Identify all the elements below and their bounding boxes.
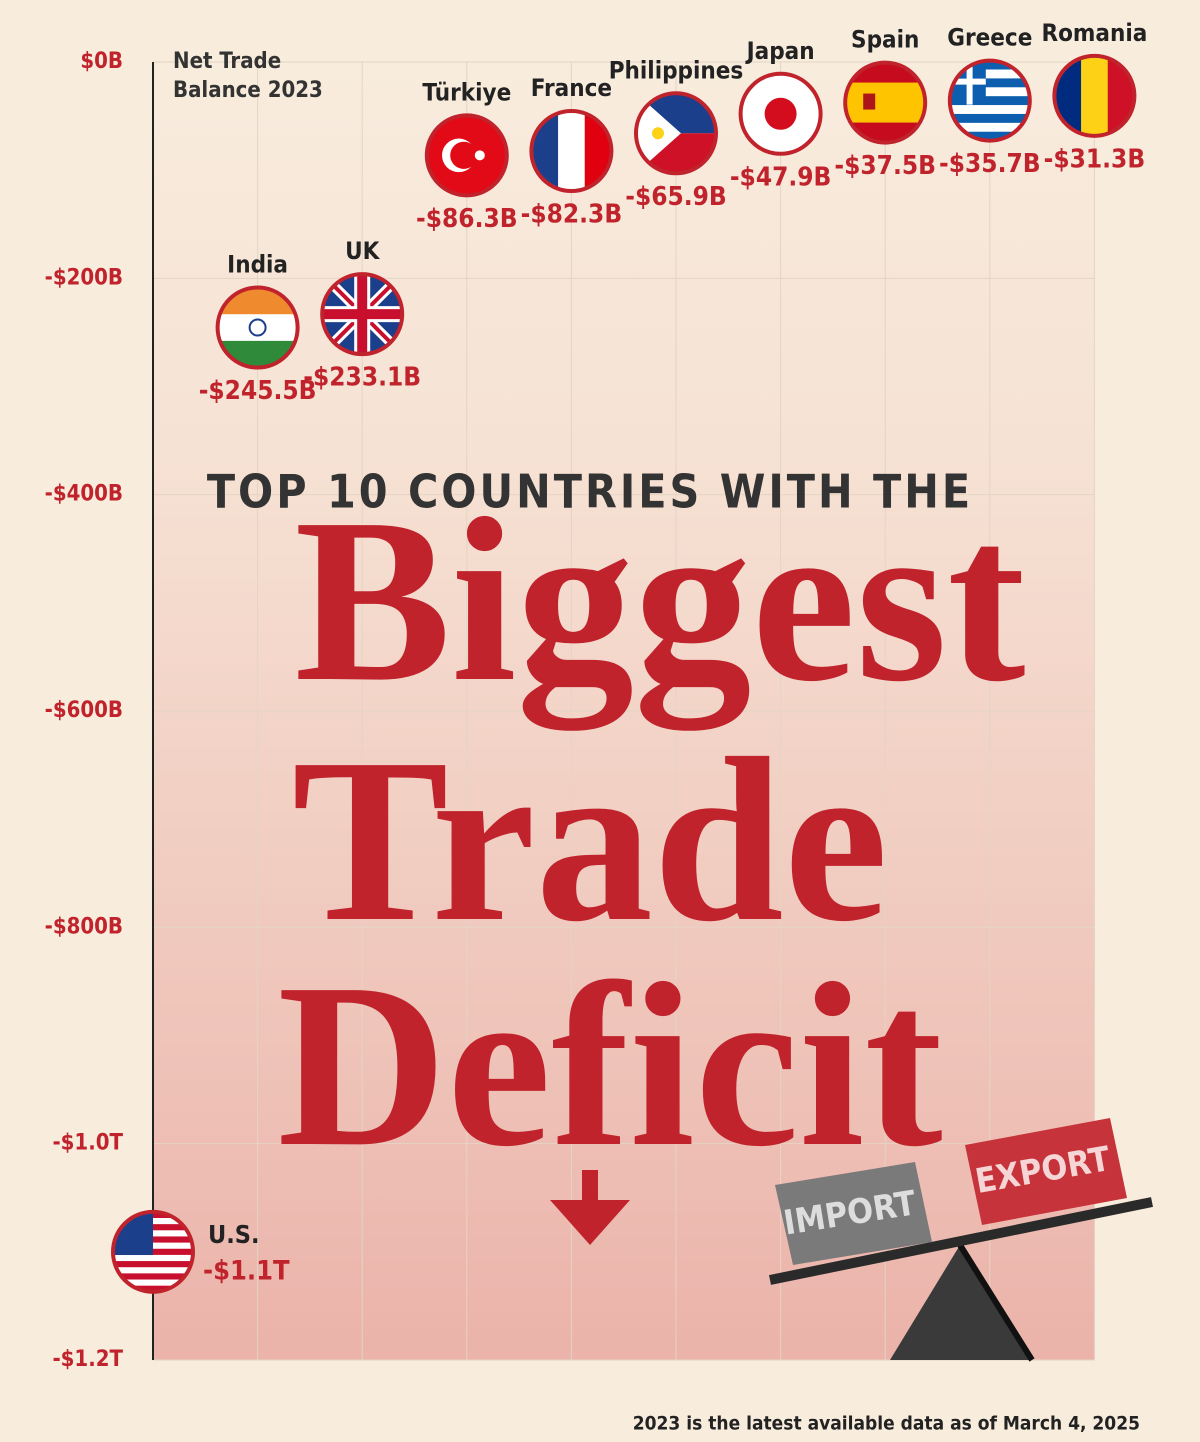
flag-stripe: [949, 113, 1030, 124]
flag: [426, 115, 507, 196]
dot: [215, 285, 300, 370]
flag: [740, 73, 821, 154]
beam: [768, 1197, 1154, 1285]
y-tick-label: -$200B: [45, 265, 123, 290]
dot: [843, 60, 928, 145]
export-box: [965, 1118, 1127, 1225]
flag-star: [474, 150, 485, 161]
flag-stripe: [949, 87, 1030, 97]
category-label: Spain: [851, 26, 919, 54]
flag-stripe: [113, 1261, 193, 1268]
y-tick-label: $0B: [80, 49, 123, 74]
value-label: -$245.5B: [199, 376, 317, 406]
flag-cross: [966, 60, 973, 105]
flag-stripe: [949, 60, 1030, 71]
scale-illustration: IMPORT EXPORT: [768, 1118, 1154, 1362]
title: Trade: [292, 710, 888, 970]
y-tick-label: -$800B: [45, 914, 123, 939]
value-label: -$1.1T: [203, 1255, 290, 1286]
flag-emblem: [863, 93, 876, 110]
dot: [529, 109, 614, 194]
flag-emblem: [248, 318, 267, 337]
note: 2023 is the latest available data as of …: [633, 1413, 1140, 1435]
flag-stripe: [113, 1254, 193, 1262]
dot: [947, 58, 1032, 143]
y-tick-label: -$600B: [45, 698, 123, 723]
dot: [738, 71, 823, 156]
flag-crescent: [450, 141, 478, 169]
country-marker: Greece -$35.7B: [939, 24, 1041, 179]
title: Biggest: [294, 470, 1025, 731]
flag-sun: [764, 97, 797, 130]
flag-stripe: [558, 111, 586, 192]
axis-title-line: Balance 2023: [173, 78, 323, 103]
category-label: Romania: [1041, 19, 1147, 47]
country-marker: Japan -$47.9B: [730, 37, 832, 192]
flag: [322, 274, 403, 355]
flag-stripe: [1081, 55, 1109, 136]
category-label: Türkiye: [422, 78, 511, 106]
category-label: Greece: [947, 24, 1032, 52]
category-label: Japan: [745, 37, 815, 65]
value-label: -$47.9B: [730, 162, 832, 192]
country-marker: UK -$233.1B: [303, 237, 421, 393]
flag-stripe: [949, 96, 1030, 106]
fulcrum-edge: [957, 1243, 1035, 1362]
flag-stripe: [113, 1279, 193, 1287]
value-label: -$31.3B: [1044, 144, 1146, 174]
y-tick-label: -$1.2T: [52, 1347, 123, 1372]
flag-stripe: [217, 314, 298, 342]
flag-stripe: [113, 1273, 193, 1281]
flag-cross: [322, 309, 403, 320]
flag-stripe: [949, 69, 1030, 79]
flag-stripe: [949, 78, 1030, 88]
category-label: UK: [345, 237, 381, 265]
title: Deficit: [277, 935, 942, 1195]
value-label: -$233.1B: [303, 363, 421, 393]
country-marker: Romania -$31.3B: [1041, 19, 1147, 175]
country-marker: France -$82.3B: [521, 74, 623, 230]
value-label: -$37.5B: [834, 151, 936, 181]
axis-title-line: Net Trade: [173, 49, 281, 74]
flag: [113, 1211, 193, 1292]
category-label: India: [227, 251, 288, 279]
category-label: U.S.: [208, 1220, 260, 1249]
y-tick-label: -$1.0T: [52, 1131, 123, 1156]
flag-stripe: [949, 105, 1030, 115]
axis-title: Net Trade Balance 2023: [173, 49, 323, 103]
flag: [845, 62, 926, 143]
dot: [634, 91, 718, 176]
fulcrum: [890, 1245, 1030, 1360]
down-arrow: [550, 1170, 630, 1245]
flag-stripe: [949, 131, 1030, 141]
country-marker: U.S. -$1.1T: [111, 1209, 290, 1294]
import-box: [775, 1162, 932, 1265]
category-label: Philippines: [609, 56, 744, 84]
value-label: -$65.9B: [625, 182, 727, 212]
flag-stripe: [113, 1267, 193, 1274]
dot: [1052, 53, 1137, 138]
dot: [320, 272, 405, 357]
y-tick-label: -$400B: [45, 482, 123, 507]
country-marker: Spain -$37.5B: [834, 26, 936, 182]
title-kicker: TOP 10 COUNTRIES WITH THE: [207, 465, 973, 519]
value-label: -$82.3B: [521, 200, 623, 230]
value-label: -$86.3B: [416, 204, 518, 234]
flag-sun: [652, 127, 664, 140]
country-marker: Türkiye -$86.3B: [416, 78, 518, 234]
flag-stripe: [113, 1285, 193, 1292]
flag-stripe: [949, 122, 1030, 133]
category-label: France: [531, 74, 612, 102]
dot: [424, 113, 509, 198]
dot: [111, 1209, 195, 1294]
value-label: -$35.7B: [939, 149, 1041, 179]
flag-stripe: [845, 82, 926, 123]
